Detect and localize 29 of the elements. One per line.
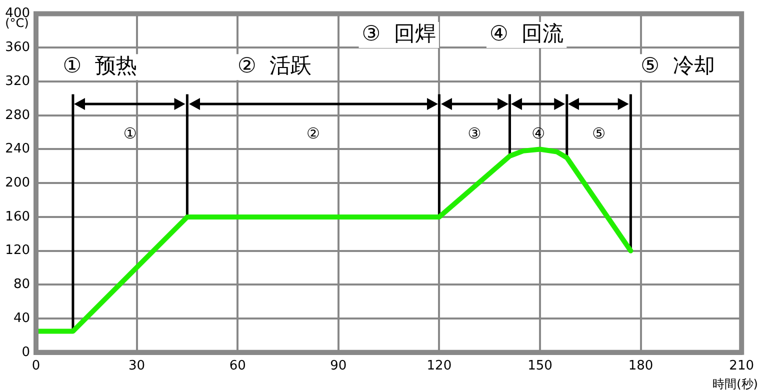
x-tick-label: 0 (32, 358, 40, 374)
x-tick-label: 90 (330, 358, 347, 374)
annotation: ② 活跃 (237, 54, 312, 78)
x-tick-label: 30 (128, 358, 146, 374)
y-tick-label: 280 (5, 108, 30, 123)
x-tick-label: 120 (426, 358, 452, 374)
x-tick-label: 150 (528, 358, 552, 374)
y-tick-label: 360 (5, 40, 30, 56)
y-tick-label: 0 (22, 344, 30, 360)
y-tick-label: 240 (5, 142, 30, 157)
y-tick-label: 320 (5, 74, 30, 89)
annotation: ① (123, 124, 137, 143)
annotation: ⑤ (592, 124, 606, 143)
y-tick-label: 80 (13, 277, 30, 292)
x-tick-label: 180 (628, 358, 654, 374)
annotation: ③ 回焊 (362, 21, 436, 46)
y-tick-label: 200 (5, 175, 30, 190)
y-tick-label: 40 (13, 310, 30, 326)
annotation: ① 预热 (62, 54, 137, 78)
annotation: ② (306, 124, 320, 143)
x-tick-label: 210 (729, 358, 754, 374)
x-tick-label: 60 (229, 358, 246, 374)
annotation: ⑤ 冷却 (640, 54, 715, 78)
annotation: ④ 回流 (489, 21, 564, 46)
x-axis-title: 時間(秒) (712, 377, 758, 392)
y-tick-label: 120 (5, 243, 30, 258)
annotation: ③ (468, 124, 482, 143)
y-tick-label: 160 (5, 209, 30, 224)
annotation: ④ (532, 124, 546, 143)
